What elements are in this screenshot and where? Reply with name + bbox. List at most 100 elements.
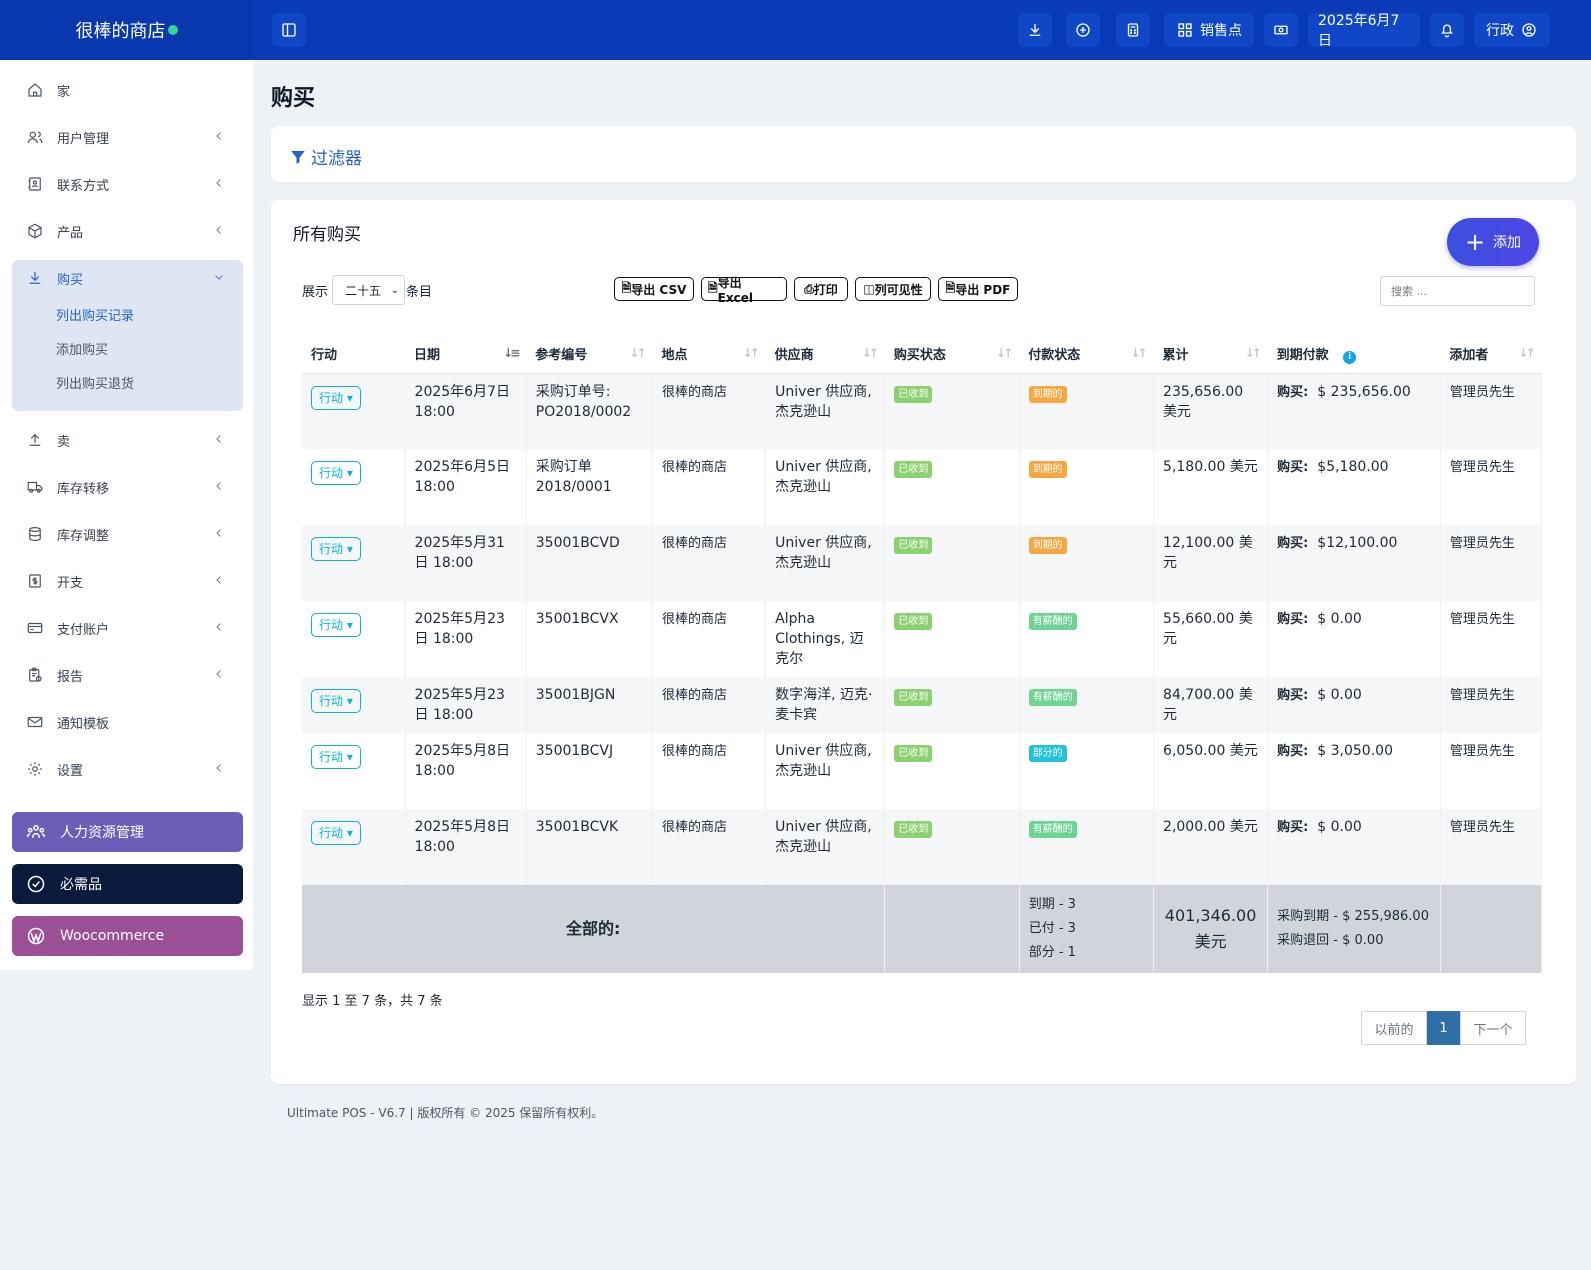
online-dot-icon xyxy=(167,25,178,35)
sidebar-item-notification-templates[interactable]: 通知模板 xyxy=(12,700,243,744)
export-pdf-button[interactable]: 🗎 导出 PDF xyxy=(938,277,1018,301)
payment-status-badge[interactable]: 部分的 xyxy=(1028,745,1067,762)
col-total[interactable]: 累计 ↓↑ xyxy=(1153,335,1268,374)
sidebar-item-label: 设置 xyxy=(57,763,84,779)
sidebar-item-stock-transfer[interactable]: 库存转移 xyxy=(12,465,243,509)
cell-total-text: 5,180.00 美元 xyxy=(1163,459,1258,475)
sidebar-toggle-button[interactable] xyxy=(272,13,306,47)
row-action-label: 行动 xyxy=(319,750,344,764)
sidebar-subitem-purchase-returns[interactable]: 列出购买退货 xyxy=(56,377,135,392)
sidebar-item-purchases[interactable]: 购买 xyxy=(12,256,243,300)
col-purchase-status[interactable]: 购买状态 ↓↑ xyxy=(884,335,1020,374)
cash-register-button[interactable] xyxy=(1264,13,1298,47)
col-reference[interactable]: 参考编号 ↓↑ xyxy=(526,335,653,374)
due-amount: $ 3,050.00 xyxy=(1317,743,1393,759)
pagination-page-1[interactable]: 1 xyxy=(1427,1011,1460,1045)
row-action-dropdown[interactable]: 行动 ▾ xyxy=(311,537,361,561)
entries-select[interactable]: 二十五 ⌄ xyxy=(332,275,405,305)
add-circle-button[interactable] xyxy=(1066,13,1100,47)
sidebar-item-sell[interactable]: 卖 xyxy=(12,418,243,462)
cell-added-by-text: 管理员先生 xyxy=(1449,688,1515,703)
payment-status-badge[interactable]: 到期的 xyxy=(1028,461,1067,478)
notifications-button[interactable] xyxy=(1430,13,1464,47)
filter-toggle[interactable]: 过滤器 xyxy=(289,144,362,169)
column-label: 日期 xyxy=(414,348,441,364)
sidebar-item-users[interactable]: 用户管理 xyxy=(12,115,243,159)
export-csv-button[interactable]: 🗎 导出 CSV xyxy=(614,277,694,301)
pagination-next[interactable]: 下一个 xyxy=(1460,1011,1526,1045)
payment-status-badge[interactable]: 到期的 xyxy=(1028,537,1067,554)
row-action-dropdown[interactable]: 行动 ▾ xyxy=(311,745,361,769)
sidebar-item-payment-accounts[interactable]: 支付账户 xyxy=(12,606,243,650)
sidebar-item-home[interactable]: 家 xyxy=(12,68,243,112)
row-action-dropdown[interactable]: 行动 ▾ xyxy=(311,613,361,637)
row-action-dropdown[interactable]: 行动 ▾ xyxy=(311,385,361,410)
table-row: 行动 ▾ 2025年5月31日 18:00 35001BCVD 很棒的商店 Univer… xyxy=(302,525,1543,601)
cell-date-text: 2025年6月7日 18:00 xyxy=(414,383,510,420)
row-action-dropdown[interactable]: 行动 ▾ xyxy=(311,821,361,845)
sidebar-item-stock-adjustment[interactable]: 库存调整 xyxy=(12,512,243,556)
sidebar-item-settings[interactable]: 设置 xyxy=(12,747,243,791)
cell-action: 行动 ▾ xyxy=(302,449,406,525)
cell-purchase-status: 已收到 xyxy=(884,373,1020,449)
col-payment-due[interactable]: 到期付款 i xyxy=(1267,335,1441,374)
row-action-label: 行动 xyxy=(319,618,344,632)
row-action-label: 行动 xyxy=(319,466,344,480)
search-input[interactable] xyxy=(1380,276,1535,306)
cell-supplier: Univer 供应商, 杰克逊山 xyxy=(765,733,886,809)
pos-button[interactable]: 销售点 xyxy=(1164,13,1254,47)
col-date[interactable]: 日期 ↓≡ xyxy=(405,335,527,374)
purchase-menu-group xyxy=(12,260,243,411)
download-button[interactable] xyxy=(1018,13,1052,47)
user-menu-button[interactable]: 行政 xyxy=(1474,13,1550,47)
cell-reference: 35001BCVJ xyxy=(526,733,654,809)
due-amount: $12,100.00 xyxy=(1317,535,1398,551)
pagination-prev[interactable]: 以前的 xyxy=(1361,1011,1427,1045)
cell-reference: 采购订单 2018/0001 xyxy=(526,449,654,525)
calculator-button[interactable] xyxy=(1116,13,1150,47)
hrm-button[interactable]: 人力资源管理 xyxy=(12,812,243,852)
date-display: 2025年6月7日 xyxy=(1308,13,1420,49)
row-action-dropdown[interactable]: 行动 ▾ xyxy=(311,461,361,485)
col-added-by[interactable]: 添加者 ↓↑ xyxy=(1440,335,1542,374)
due-amount: $ 0.00 xyxy=(1317,611,1362,627)
row-action-label: 行动 xyxy=(319,542,344,556)
cell-added-by: 管理员先生 xyxy=(1440,677,1543,733)
purchases-card: 所有购买 + 添加 展示 二十五 ⌄ 条目 🗎 导出 CSV 🗎 导出 Excel ⎙ 打… xyxy=(271,200,1576,1084)
col-action[interactable]: 行动 xyxy=(302,335,406,374)
sidebar-subitem-add-purchase[interactable]: 添加购买 xyxy=(56,343,109,358)
sidebar-item-contacts[interactable]: 联系方式 xyxy=(12,162,243,206)
payment-status-badge[interactable]: 有薪酬的 xyxy=(1028,613,1077,630)
sidebar-subitem-list-purchases[interactable]: 列出购买记录 xyxy=(56,309,135,324)
export-excel-button[interactable]: 🗎 导出 Excel xyxy=(701,276,787,305)
export-pdf-label: 导出 PDF xyxy=(955,282,1011,297)
col-supplier[interactable]: 供应商 ↓↑ xyxy=(765,335,885,374)
payment-status-badge[interactable]: 有薪酬的 xyxy=(1028,689,1077,706)
sidebar-item-products[interactable]: 产品 xyxy=(12,209,243,253)
info-icon[interactable]: i xyxy=(1343,350,1357,364)
sidebar-item-expenses[interactable]: 开支 xyxy=(12,559,243,603)
brand[interactable]: 很棒的商店 xyxy=(0,0,253,60)
column-visibility-button[interactable]: ◫ 列可见性 xyxy=(855,277,931,301)
totals-payment-line: 已付 - 3 xyxy=(1028,921,1076,936)
chevron-left-icon xyxy=(216,132,221,140)
print-button[interactable]: ⎙ 打印 xyxy=(794,277,848,301)
essentials-button[interactable]: 必需品 xyxy=(12,864,243,904)
row-action-dropdown[interactable]: 行动 ▾ xyxy=(311,689,361,713)
cell-total: 235,656.00 美元 xyxy=(1153,373,1269,449)
col-location[interactable]: 地点 ↓↑ xyxy=(652,335,766,374)
add-purchase-button[interactable]: + 添加 xyxy=(1447,218,1539,266)
cell-ref-text: 采购订单号: PO2018/0002 xyxy=(535,383,632,420)
payment-status-badge[interactable]: 有薪酬的 xyxy=(1028,821,1077,838)
download-icon xyxy=(29,272,41,284)
cell-date-text: 2025年5月31日 18:00 xyxy=(414,535,505,571)
woocommerce-button[interactable]: Woocommerce xyxy=(12,916,243,956)
sidebar-item-reports[interactable]: 报告 xyxy=(12,653,243,697)
payment-status-badge[interactable]: 到期的 xyxy=(1028,385,1067,403)
filter-card[interactable]: 过滤器 xyxy=(271,126,1576,182)
cell-location: 很棒的商店 xyxy=(652,809,767,885)
totals-amount: 401,346.00 美元 xyxy=(1153,885,1269,973)
cell-location-text: 很棒的商店 xyxy=(662,820,728,835)
sidebar-item-label: 支付账户 xyxy=(57,622,110,638)
col-payment-status[interactable]: 付款状态 ↓↑ xyxy=(1019,335,1154,374)
